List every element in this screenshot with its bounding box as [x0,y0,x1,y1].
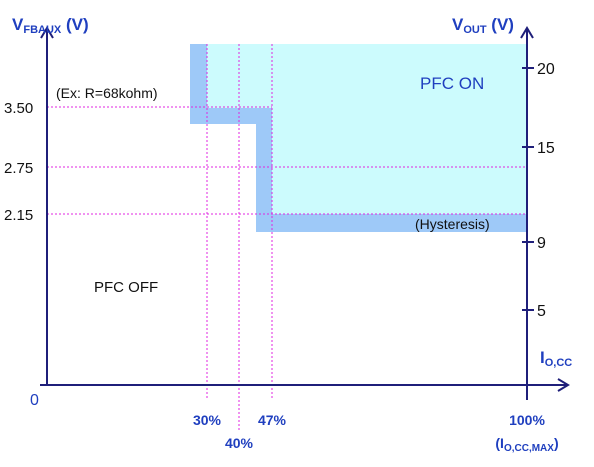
bottom-tick-100: 100% [509,412,545,428]
origin-label: 0 [30,392,39,409]
bottom-tick-47: 47% [258,412,287,428]
y-right-title: VOUT (V) [452,15,514,36]
vertical-guides [206,44,273,430]
left-axis-arrow [40,26,54,39]
hysteresis-note: (Hysteresis) [415,216,490,232]
right-axis-ticks [522,67,534,311]
example-note: (Ex: R=68kohm) [56,85,158,101]
hysteresis-band [190,44,527,232]
right-tick-9: 9 [537,235,546,252]
right-tick-20: 20 [537,61,555,78]
pfc-on-label: PFC ON [420,74,484,93]
axes [40,26,570,400]
x-max-label: (IO,CC,MAX) [495,435,558,454]
y-left-title: VFBAUX (V) [12,15,89,36]
pfc-on-region [190,44,527,232]
right-tick-15: 15 [537,140,555,157]
right-tick-5: 5 [537,303,546,320]
left-tick-3.50: 3.50 [4,100,33,117]
horizontal-guides [47,106,527,215]
right-axis-arrow [520,26,534,39]
left-tick-2.15: 2.15 [4,207,33,224]
bottom-axis-arrow [557,378,570,392]
x-current-label: IO,CC [540,348,572,369]
bottom-tick-30: 30% [193,412,222,428]
pfc-off-label: PFC OFF [94,279,158,296]
left-tick-2.75: 2.75 [4,160,33,177]
bottom-tick-40: 40% [225,435,254,451]
